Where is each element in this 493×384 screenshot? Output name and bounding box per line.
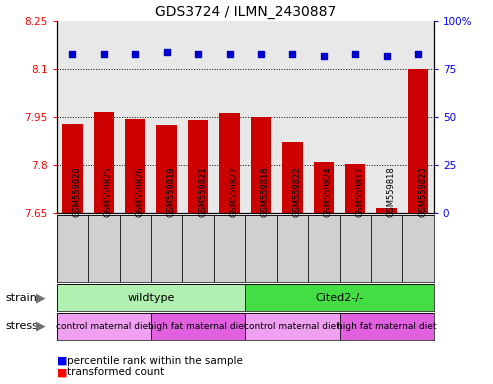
Bar [62,124,83,213]
Bar [151,215,182,282]
Text: strain: strain [5,293,37,303]
Bar [151,313,245,340]
Text: Cited2-/-: Cited2-/- [316,293,364,303]
Point [163,49,171,55]
Text: GSM559825: GSM559825 [104,166,113,217]
Bar [402,215,434,282]
Text: GSM559821: GSM559821 [198,166,207,217]
Text: GSM559819: GSM559819 [167,166,176,217]
Point [414,51,422,57]
Point [288,51,296,57]
Bar [57,284,245,311]
Text: GSM559824: GSM559824 [324,166,333,217]
Bar [282,142,303,213]
Text: high fat maternal diet: high fat maternal diet [337,322,436,331]
Point [352,51,359,57]
Bar [371,215,402,282]
Text: control maternal diet: control maternal diet [245,322,340,331]
Bar [340,313,434,340]
Title: GDS3724 / ILMN_2430887: GDS3724 / ILMN_2430887 [155,5,336,19]
Text: stress: stress [5,321,38,331]
Bar [57,313,151,340]
Bar [182,215,214,282]
Text: GSM559822: GSM559822 [292,166,301,217]
Point [100,51,108,57]
Bar [219,113,240,213]
Text: GSM559818: GSM559818 [387,166,396,217]
Bar [251,117,271,213]
Point [69,51,76,57]
Bar [314,162,334,213]
Text: wildtype: wildtype [127,293,175,303]
Text: ▶: ▶ [35,291,45,304]
Text: GSM559823: GSM559823 [418,166,427,217]
Bar [408,69,428,213]
Text: high fat maternal diet: high fat maternal diet [148,322,248,331]
Text: ■: ■ [57,367,67,377]
Text: ■: ■ [57,356,67,366]
Bar [125,119,145,213]
Text: GSM559817: GSM559817 [355,166,364,217]
Text: GSM559820: GSM559820 [72,166,81,217]
Text: transformed count: transformed count [67,367,164,377]
Bar [88,215,119,282]
Bar [377,208,397,213]
Text: GSM559816: GSM559816 [261,166,270,217]
Bar [57,215,88,282]
Bar [94,112,114,213]
Point [226,51,234,57]
Text: GSM559826: GSM559826 [135,166,144,217]
Bar [119,215,151,282]
Bar [245,284,434,311]
Bar [245,313,340,340]
Bar [277,215,308,282]
Bar [245,215,277,282]
Point [131,51,139,57]
Point [194,51,202,57]
Point [383,53,390,59]
Bar [156,125,177,213]
Text: control maternal diet: control maternal diet [56,322,152,331]
Text: ▶: ▶ [35,320,45,333]
Point [320,53,328,59]
Text: percentile rank within the sample: percentile rank within the sample [67,356,243,366]
Bar [308,215,340,282]
Bar [188,120,209,213]
Bar [345,164,365,213]
Bar [340,215,371,282]
Point [257,51,265,57]
Text: GSM559827: GSM559827 [230,166,239,217]
Bar [214,215,246,282]
